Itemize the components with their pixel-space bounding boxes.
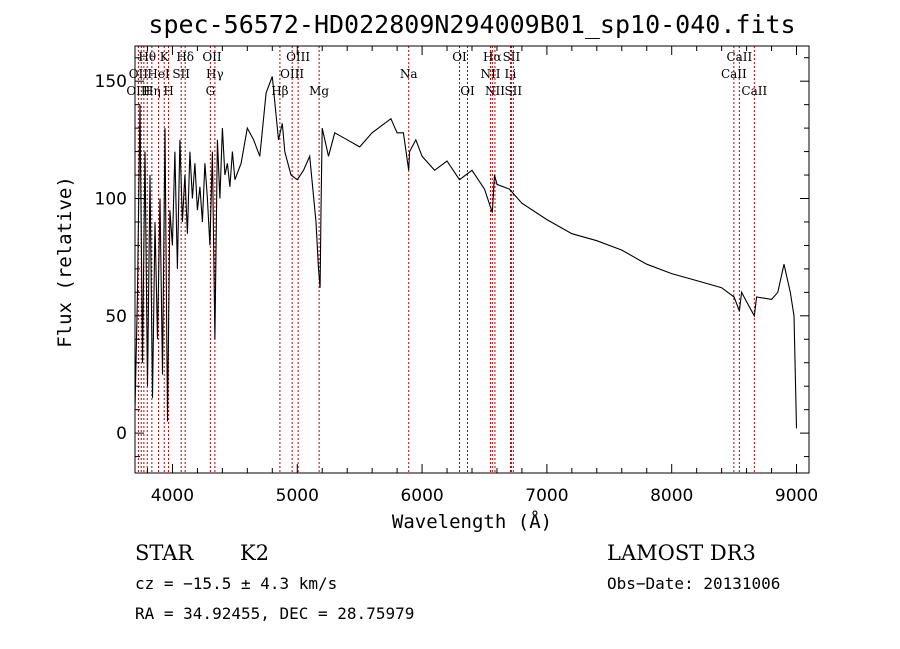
x-tick-label: 6000	[400, 486, 443, 506]
x-tick-label: 9000	[775, 486, 818, 506]
spectral-line-label: OII	[129, 67, 149, 81]
y-tick-label: 50	[105, 307, 127, 327]
spectral-line-label: OIII	[280, 67, 304, 81]
spectral-line-markers	[137, 46, 755, 473]
y-tick-label: 0	[116, 424, 127, 444]
spectral-line-label: SII	[504, 84, 522, 98]
spectral-line-label: G	[206, 84, 216, 98]
spectral-line-label: K	[160, 50, 170, 64]
plot-frame	[134, 45, 810, 474]
y-tick-label: 150	[95, 72, 127, 92]
y-tick-label: 100	[95, 190, 127, 210]
spectral-line-label: Hδ	[176, 50, 194, 64]
observation-date: Obs−Date: 20131006	[607, 574, 780, 593]
spectral-line-label: Hβ	[271, 84, 288, 98]
redshift-velocity: cz = −15.5 ± 4.3 km/s	[135, 574, 337, 593]
spectral-line-label: NII	[480, 67, 500, 81]
spectral-line-label: OIII	[286, 50, 310, 64]
spectral-line-label: Mg	[309, 84, 329, 98]
flux-series-line	[134, 76, 798, 429]
object-subclass: K2	[240, 541, 269, 565]
spectral-line-label: H	[163, 84, 173, 98]
spectral-line-label: Li	[505, 67, 517, 81]
x-axis-ticks: 4000 5000 6000 7000 8000 9000	[146, 46, 818, 506]
x-tick-label: 8000	[650, 486, 693, 506]
spectral-line-label: CaII	[741, 84, 767, 98]
spectral-line-label: OI	[452, 50, 467, 64]
spectral-line-label: HeI	[147, 67, 170, 81]
spectral-line-label: Hη	[143, 84, 161, 98]
x-tick-label: 7000	[525, 486, 568, 506]
spectral-line-label: CaII	[721, 67, 747, 81]
coordinates: RA = 34.92455, DEC = 28.75979	[135, 604, 414, 623]
object-type: STAR	[135, 541, 194, 565]
spectral-line-label: Na	[400, 67, 418, 81]
spectral-line-label: OI	[460, 84, 475, 98]
x-tick-label: 5000	[276, 486, 319, 506]
spectral-line-label: CaII	[726, 50, 752, 64]
spectral-line-label: NII	[485, 84, 505, 98]
survey-name: LAMOST DR3	[607, 541, 756, 565]
spectral-line-label: Hθ	[138, 50, 156, 64]
spectral-line-label: Hα	[483, 50, 502, 64]
spectral-line-label: SII	[503, 50, 521, 64]
spectral-line-label: OII	[202, 50, 222, 64]
spectral-line-label: SII	[172, 67, 190, 81]
x-axis-label: Wavelength (Å)	[392, 510, 552, 533]
y-axis-label: Flux (relative)	[54, 176, 76, 348]
x-tick-label: 4000	[151, 486, 194, 506]
spectral-line-label: Hγ	[206, 67, 224, 81]
chart-title: spec-56572-HD022809N294009B01_sp10-040.f…	[148, 10, 795, 39]
spectral-line-label: OIII	[126, 84, 150, 98]
y-axis-ticks: 0 50 100 150	[95, 57, 809, 458]
